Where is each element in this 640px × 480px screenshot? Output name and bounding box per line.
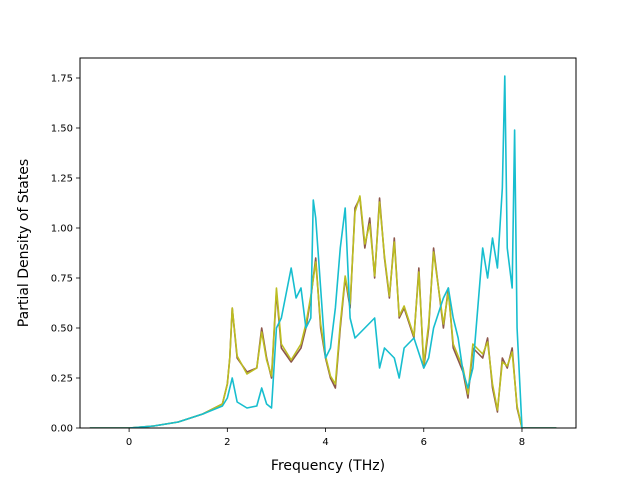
x-tick-label: 0 <box>126 437 132 448</box>
y-tick-label: 1.75 <box>51 74 73 85</box>
y-tick-label: 0.50 <box>51 324 73 335</box>
x-axis: 0 2 4 6 8 <box>126 428 525 448</box>
y-tick-label: 1.00 <box>51 224 73 235</box>
axes-frame <box>79 57 577 429</box>
x-tick-label: 4 <box>322 437 328 448</box>
y-tick-label: 1.25 <box>51 174 73 185</box>
x-tick-label: 6 <box>421 437 427 448</box>
series-line-2 <box>89 75 557 428</box>
series-line-1 <box>89 195 557 428</box>
series-layer <box>89 75 557 428</box>
x-axis-label: Frequency (THz) <box>271 458 385 474</box>
y-tick-label: 0.00 <box>51 424 73 435</box>
y-axis: 0.00 0.25 0.50 0.75 1.00 1.25 1.50 1.75 <box>51 74 80 435</box>
y-tick-label: 0.25 <box>51 374 73 385</box>
y-axis-label: Partial Density of States <box>16 159 32 327</box>
y-tick-label: 0.75 <box>51 274 73 285</box>
y-tick-label: 1.50 <box>51 124 73 135</box>
x-tick-label: 8 <box>519 437 525 448</box>
plot-area <box>79 57 577 429</box>
x-tick-label: 2 <box>224 437 230 448</box>
